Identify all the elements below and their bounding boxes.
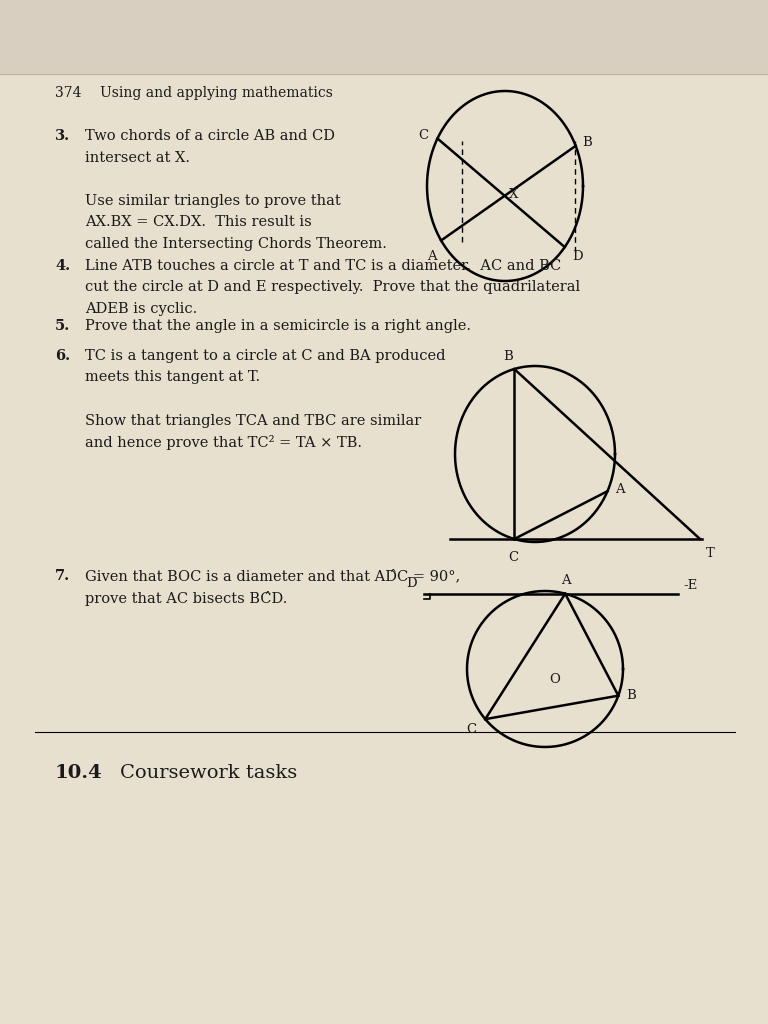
Text: 7.: 7. bbox=[55, 569, 70, 583]
Text: A: A bbox=[561, 573, 571, 587]
Text: 6.: 6. bbox=[55, 349, 70, 362]
Text: T: T bbox=[706, 547, 715, 560]
Text: 10.4: 10.4 bbox=[55, 764, 103, 782]
Bar bbox=[0, 0, 768, 74]
Text: TC is a tangent to a circle at C and BA produced: TC is a tangent to a circle at C and BA … bbox=[85, 349, 445, 362]
Text: D: D bbox=[406, 577, 417, 590]
Text: intersect at X.: intersect at X. bbox=[85, 151, 190, 165]
Text: 3.: 3. bbox=[55, 129, 70, 143]
Text: A: A bbox=[615, 482, 625, 496]
Text: C: C bbox=[508, 551, 518, 564]
Text: Using and applying mathematics: Using and applying mathematics bbox=[100, 86, 333, 100]
Text: B: B bbox=[583, 136, 592, 150]
Text: -E: -E bbox=[684, 579, 698, 592]
Text: Show that triangles TCA and TBC are similar: Show that triangles TCA and TBC are simi… bbox=[85, 414, 422, 427]
Text: Two chords of a circle AB and CD: Two chords of a circle AB and CD bbox=[85, 129, 335, 143]
Text: Prove that the angle in a semicircle is a right angle.: Prove that the angle in a semicircle is … bbox=[85, 319, 471, 333]
Text: D: D bbox=[571, 250, 582, 263]
Text: B: B bbox=[626, 689, 636, 702]
Text: called the Intersecting Chords Theorem.: called the Intersecting Chords Theorem. bbox=[85, 237, 387, 251]
Text: and hence prove that TC² = TA × TB.: and hence prove that TC² = TA × TB. bbox=[85, 435, 362, 450]
Text: 5.: 5. bbox=[55, 319, 70, 333]
Text: meets this tangent at T.: meets this tangent at T. bbox=[85, 371, 260, 384]
Text: Given that BOC is a diameter and that AD̂C = 90°,: Given that BOC is a diameter and that AD… bbox=[85, 569, 460, 583]
Text: 374: 374 bbox=[55, 86, 81, 100]
Text: C: C bbox=[419, 129, 429, 142]
Text: O: O bbox=[549, 673, 560, 686]
Text: A: A bbox=[428, 251, 437, 263]
Text: AX.BX = CX.DX.  This result is: AX.BX = CX.DX. This result is bbox=[85, 215, 312, 229]
Text: Coursework tasks: Coursework tasks bbox=[120, 764, 297, 782]
Text: X: X bbox=[508, 188, 518, 202]
Text: C: C bbox=[466, 723, 476, 736]
Text: ADEB is cyclic.: ADEB is cyclic. bbox=[85, 302, 197, 316]
Text: B: B bbox=[503, 350, 513, 362]
Text: 4.: 4. bbox=[55, 259, 70, 273]
Text: Use similar triangles to prove that: Use similar triangles to prove that bbox=[85, 194, 341, 208]
Text: cut the circle at D and E respectively.  Prove that the quadrilateral: cut the circle at D and E respectively. … bbox=[85, 281, 580, 295]
Text: prove that AC bisects BĈD.: prove that AC bisects BĈD. bbox=[85, 591, 287, 605]
Text: Line ATB touches a circle at T and TC is a diameter.  AC and BC: Line ATB touches a circle at T and TC is… bbox=[85, 259, 561, 273]
